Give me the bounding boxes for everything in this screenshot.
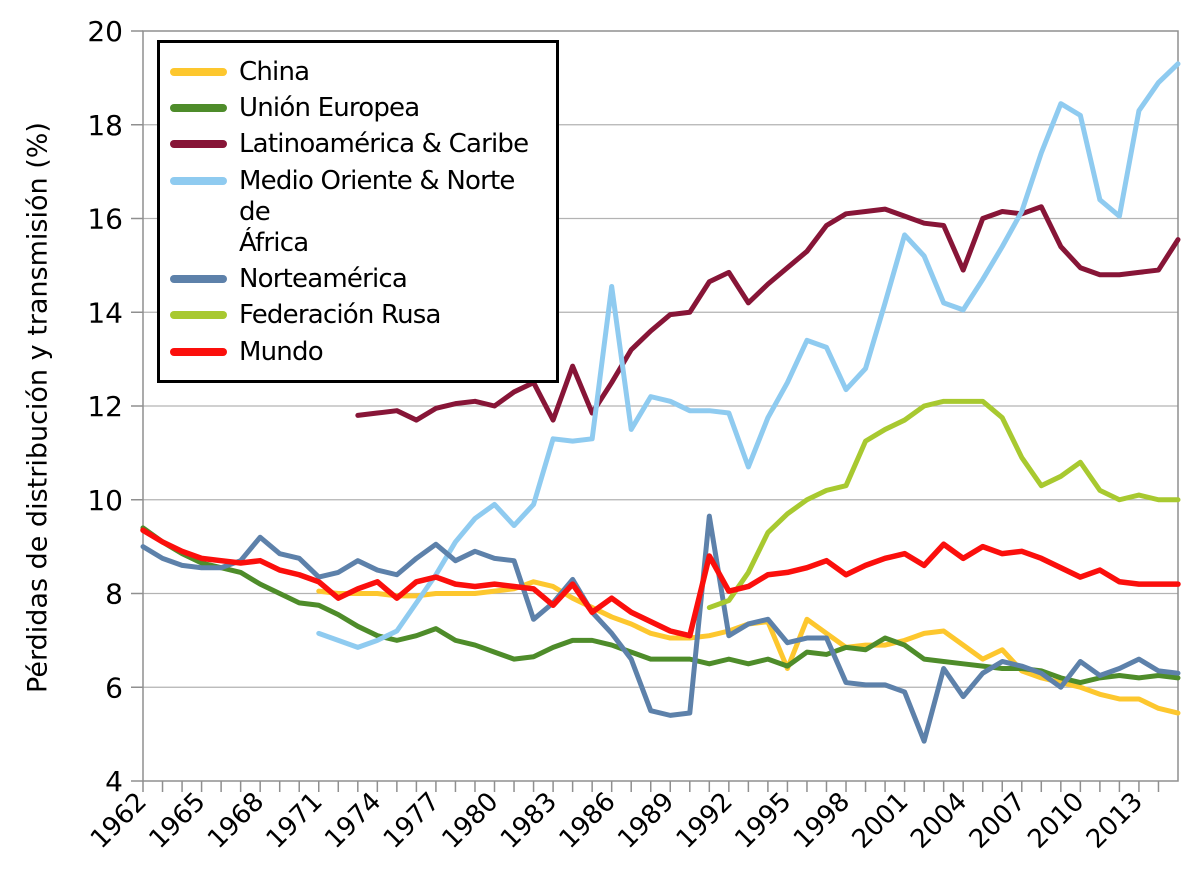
series-lines [140,61,1181,744]
y-tick-label: 6 [105,671,123,704]
y-tick-label: 14 [87,296,123,329]
y-tick-label: 18 [87,109,123,142]
x-tick-label: 1980 [436,787,504,855]
y-tick-label: 12 [87,390,123,423]
x-tick-label: 2010 [1022,787,1090,855]
y-tick-label: 10 [87,484,123,517]
legend-label: China [239,57,310,87]
y-tick-label: 8 [105,578,123,611]
y-axis: 4 6 8 10 12 14 16 18 20 [87,15,143,798]
legend-swatch-icon [170,176,227,185]
x-tick-label: 1983 [495,787,563,855]
x-tick-label: 1968 [202,787,270,855]
legend-item-5: Norteamérica [170,264,548,295]
legend-item-2: Unión Europea [170,93,548,124]
y-axis-title: Pérdidas de distribución y transmisión (… [22,122,54,693]
x-tick-label: 1971 [261,787,329,855]
y-tick-label: 16 [87,203,123,236]
x-tick-label: 2004 [905,787,973,855]
legend-item-6: Federación Rusa [170,300,548,331]
x-tick-label: 1989 [612,787,680,855]
x-axis-ticks [142,781,1160,792]
series-line-Medio Oriente & Norte de África [316,61,1181,650]
legend-item-3: Latinoamérica & Caribe [170,129,548,160]
legend: China Unión Europea Latinoamérica & Caribe… [157,40,559,383]
legend-label: Norteamérica [239,264,408,295]
legend-swatch-icon [170,311,227,320]
legend-swatch-icon [170,140,227,149]
legend-item-7: Mundo [170,337,548,368]
legend-label: Federación Rusa [239,300,441,331]
legend-label: Mundo [239,336,324,367]
y-tick-label: 20 [87,15,123,48]
y-tick-label: 4 [105,765,123,798]
x-tick-label: 2001 [847,787,915,855]
series-line-Unión Europea [140,525,1181,686]
series-line-Federación Rusa [706,398,1181,611]
x-tick-label: 1992 [671,787,739,855]
x-tick-label: 1977 [378,787,446,855]
x-tick-label: 1974 [319,787,387,855]
legend-label: Unión Europea [239,93,420,124]
x-tick-label: 2007 [964,787,1032,855]
legend-swatch-icon [170,275,227,284]
x-tick-label: 2013 [1081,787,1149,855]
x-tick-label: 1998 [788,787,856,855]
legend-item-4: Medio Oriente & Norte de África [170,166,548,260]
series-line-Latinoamérica & Caribe [355,204,1181,423]
series-line-Mundo [140,527,1181,639]
legend-swatch-icon [170,68,227,76]
legend-item-1: China [170,57,548,88]
x-tick-label: 1965 [144,787,212,855]
series-line-China [316,579,1181,716]
x-tick-label: 1995 [729,787,797,855]
x-tick-label: 1986 [554,787,622,855]
legend-swatch-icon [170,347,227,356]
legend-swatch-icon [170,104,227,113]
legend-label: Medio Oriente & Norte de África [239,165,515,258]
legend-label: Latinoamérica & Caribe [239,129,529,160]
x-axis-labels: 1962196519681971197419771980198319861989… [85,787,1149,855]
series-line-Norteamérica [140,513,1181,744]
